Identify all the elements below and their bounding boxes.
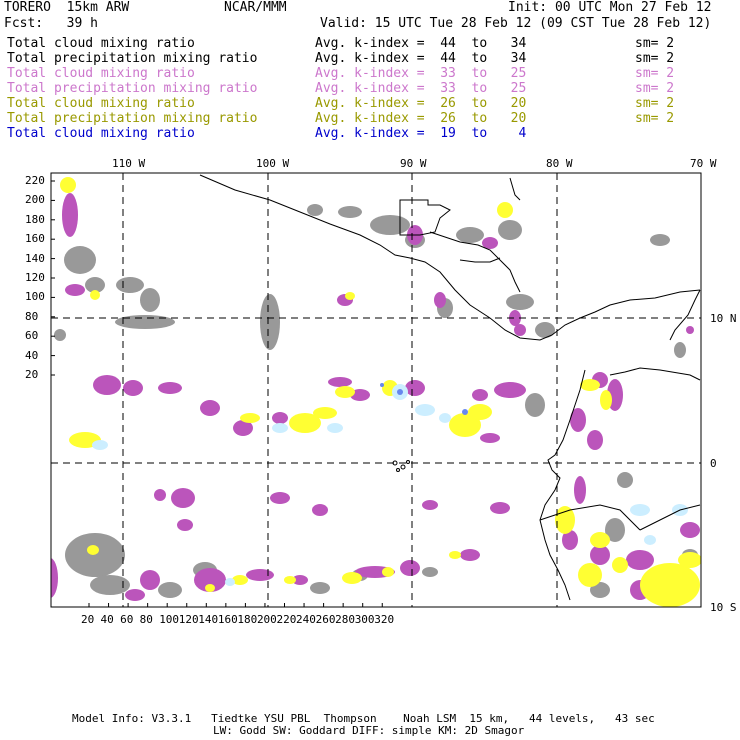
legend-kindex-0: Avg. k-index = 44 to 34: [315, 36, 527, 51]
legend-field-1: Total precipitation mixing ratio: [7, 51, 258, 66]
legend-field-2: Total cloud mixing ratio: [7, 66, 195, 81]
x-tick-label: 200: [256, 613, 277, 626]
legend-kindex-2: Avg. k-index = 33 to 25: [315, 66, 527, 81]
model-info-line2: LW: Godd SW: Goddard DIFF: simple KM: 2D…: [213, 724, 525, 737]
legend-kindex-1: Avg. k-index = 44 to 34: [315, 51, 527, 66]
x-tick-label: 160: [217, 613, 238, 626]
y-tick-label: 140: [25, 251, 45, 265]
x-tick-label: 280: [335, 613, 356, 626]
legend-field-0: Total cloud mixing ratio: [7, 36, 195, 51]
model-title: TORERO 15km ARW: [4, 0, 130, 15]
y-tick-label: 40: [25, 348, 39, 362]
legend-smoothing-5: sm= 2: [635, 111, 675, 126]
legend-smoothing-4: sm= 2: [635, 96, 675, 111]
x-tick-label: 20: [81, 613, 95, 626]
legend-smoothing-3: sm= 2: [635, 81, 675, 96]
yellow-cloud-field: [60, 177, 701, 607]
x-tick-label: 240: [296, 613, 316, 626]
lon-label-100w: 100 W: [256, 157, 290, 170]
y-tick-label: 180: [25, 212, 45, 226]
x-tick-label: 80: [139, 613, 153, 626]
forecast-hour: Fcst: 39 h: [4, 16, 98, 31]
y-tick-label: 220: [25, 174, 45, 187]
lon-label-110w: 110 W: [112, 157, 146, 170]
galapagos-islands: [392, 460, 410, 472]
organization: NCAR/MMM: [224, 0, 287, 15]
lon-label-70w: 70 W: [690, 157, 717, 170]
lat-label-10n: 10 N: [710, 312, 737, 325]
purple-cloud-field: [51, 193, 700, 601]
x-tick-label: 60: [120, 613, 134, 626]
x-tick-label: 180: [237, 613, 258, 626]
legend-smoothing-2: sm= 2: [635, 66, 675, 81]
x-tick-label: 260: [315, 613, 336, 626]
legend-kindex-5: Avg. k-index = 26 to 20: [315, 111, 527, 126]
legend-smoothing-1: sm= 2: [635, 51, 675, 66]
legend-smoothing-0: sm= 2: [635, 36, 675, 51]
map-frame: [50, 172, 702, 608]
x-tick-label: 320: [374, 613, 395, 626]
x-tick-label: 300: [354, 613, 375, 626]
lat-lon-grid: [51, 173, 701, 607]
legend-field-6: Total cloud mixing ratio: [7, 126, 195, 141]
legend-field-3: Total precipitation mixing ratio: [7, 81, 258, 96]
x-tick-label: 140: [198, 613, 219, 626]
x-tick-label: 120: [178, 613, 199, 626]
valid-time: Valid: 15 UTC Tue 28 Feb 12 (09 CST Tue …: [320, 16, 712, 31]
legend-field-4: Total cloud mixing ratio: [7, 96, 195, 111]
blue-cloud-field: [380, 383, 468, 415]
y-tick-label: 200: [25, 193, 45, 207]
x-tick-label: 40: [100, 613, 114, 626]
x-tick-label: 220: [276, 613, 297, 626]
x-tick-label: 100: [159, 613, 180, 626]
gray-cloud-field: [54, 204, 698, 598]
legend-field-5: Total precipitation mixing ratio: [7, 111, 258, 126]
y-tick-label: 120: [25, 271, 45, 284]
axis-tick-marks: [51, 180, 383, 607]
lat-label-10s: 10 S: [710, 601, 737, 614]
model-info-line1: Model Info: V3.3.1 Tiedtke YSU PBL Thomp…: [72, 712, 655, 725]
legend-kindex-6: Avg. k-index = 19 to 4: [315, 126, 527, 141]
y-tick-label: 60: [25, 329, 39, 343]
coastline: [199, 174, 701, 601]
y-tick-label: 20: [25, 368, 39, 381]
lat-label-0: 0: [710, 457, 717, 470]
y-tick-label: 80: [25, 309, 39, 323]
lon-label-80w: 80 W: [546, 157, 573, 170]
y-tick-label: 100: [25, 290, 45, 304]
legend-kindex-4: Avg. k-index = 26 to 20: [315, 96, 527, 111]
init-time: Init: 00 UTC Mon 27 Feb 12: [508, 0, 712, 15]
lon-label-90w: 90 W: [400, 157, 427, 170]
cloud-fields: [51, 174, 701, 607]
legend-kindex-3: Avg. k-index = 33 to 25: [315, 81, 527, 96]
y-tick-label: 160: [25, 232, 45, 246]
